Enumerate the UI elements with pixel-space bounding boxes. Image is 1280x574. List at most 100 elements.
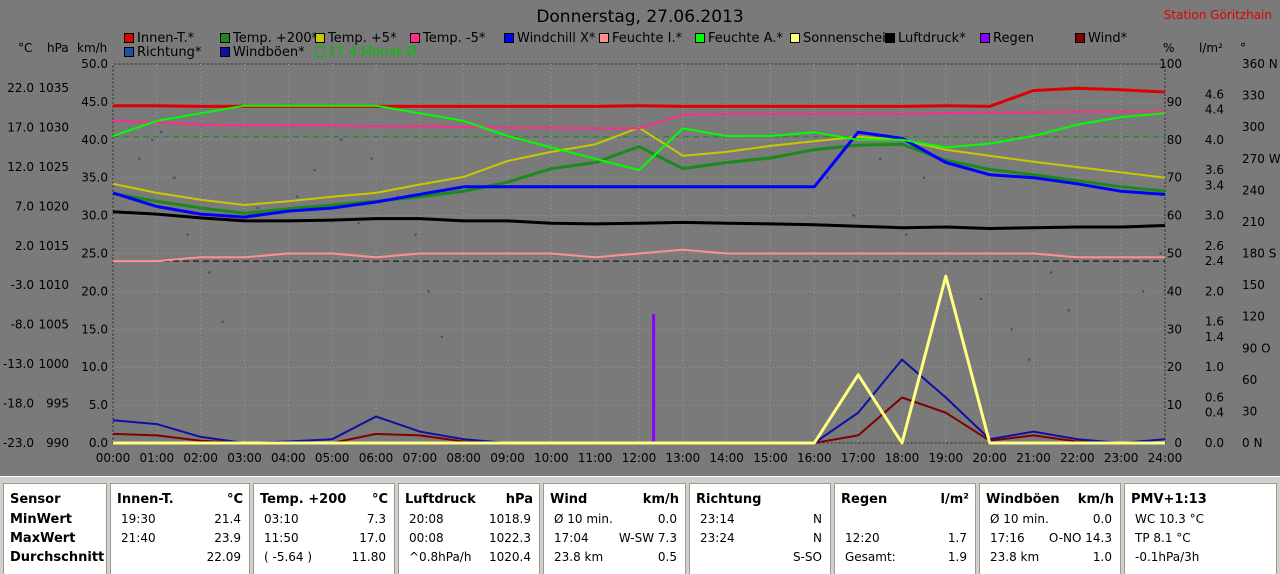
panel-unit: km/h	[642, 492, 679, 507]
legend-swatch	[315, 33, 325, 43]
legend-swatch	[599, 33, 609, 43]
tick-direction: 210	[1242, 215, 1265, 229]
cell-time: 20:08	[409, 512, 444, 526]
direction-point	[1067, 309, 1070, 312]
legend-swatch	[220, 33, 230, 43]
row-label: MinWert	[10, 512, 72, 527]
tick-direction: 30	[1242, 404, 1257, 418]
panel-head: Luftdruck	[405, 492, 476, 507]
legend-item: Windchill X*	[504, 31, 595, 46]
tick-rain: 2.4	[1205, 254, 1224, 268]
legend-label: Richtung*	[137, 45, 202, 60]
tick-percent: 70	[1167, 171, 1182, 185]
tick-x: 01:00	[140, 451, 175, 465]
direction-point	[1141, 290, 1145, 293]
legend-label: Feuchte A.*	[708, 31, 783, 46]
tick-rain: 1.4	[1205, 330, 1224, 344]
tick-x: 06:00	[359, 451, 394, 465]
legend-label: Regen	[993, 31, 1034, 46]
legend-label: Wind*	[1088, 31, 1128, 46]
series-line	[113, 274, 1165, 445]
tick-direction: 180 S	[1242, 247, 1276, 261]
direction-point	[173, 176, 176, 179]
tick-x: 15:00	[753, 451, 788, 465]
legend-swatch	[1075, 33, 1085, 43]
tick-pressure: 990	[46, 436, 69, 450]
tick-temp: -13.0	[3, 357, 34, 371]
legend-item: Innen-T.*	[124, 31, 194, 46]
tick-x: 16:00	[797, 451, 832, 465]
direction-point	[826, 176, 829, 179]
cell-value: 1.7	[947, 531, 967, 545]
tick-direction: 0 N	[1242, 436, 1262, 450]
tick-x: 00:00	[96, 451, 131, 465]
rain-bar	[652, 314, 656, 443]
series-line	[112, 130, 1166, 219]
direction-point	[1027, 358, 1031, 361]
tick-x: 07:00	[403, 451, 438, 465]
panel-unit: hPa	[505, 492, 533, 507]
tick-x: 12:00	[622, 451, 657, 465]
panel-head: Innen-T.	[117, 492, 174, 507]
chart-title: Donnerstag, 27.06.2013	[536, 7, 744, 27]
tick-rain: 4.6	[1205, 87, 1224, 101]
cell-time: 23:14	[700, 512, 735, 526]
tick-pressure: 1010	[38, 278, 69, 292]
direction-point	[979, 297, 983, 301]
tick-x: 03:00	[227, 451, 262, 465]
tick-temp: 7.0	[15, 199, 34, 213]
tick-pressure: 1015	[38, 239, 69, 253]
unit-temp: °C	[18, 41, 33, 55]
cell-time: 23.8 km	[554, 550, 604, 564]
stats-table: Sensor MinWert MaxWert Durchschnitt Innen-T.…	[0, 476, 1280, 574]
tick-rain: 0.0	[1205, 436, 1224, 450]
direction-point	[208, 271, 211, 274]
tick-direction: 300	[1242, 120, 1265, 134]
tick-temp: -3.0	[11, 278, 34, 292]
tick-direction: 360 N	[1242, 57, 1278, 71]
cell-value: 1020.4	[489, 550, 531, 564]
legend-swatch	[124, 33, 134, 43]
tick-temp: 22.0	[7, 81, 34, 95]
legend-label: Temp. +5*	[328, 31, 397, 46]
panel-head: Wind	[550, 492, 588, 507]
legend-item: Temp. +200*	[220, 31, 318, 46]
cell-time: TP 8.1 °C	[1135, 531, 1191, 545]
cell-value: W-SW 7.3	[618, 531, 677, 545]
series-line	[112, 210, 1166, 230]
panel-unit: l/m²	[940, 492, 969, 507]
cell-value: 0.0	[1092, 512, 1112, 526]
panel-head: Windböen	[986, 492, 1060, 507]
tick-pressure: 1030	[38, 120, 69, 134]
tick-percent: 100	[1159, 57, 1182, 71]
panel-unit: °C	[226, 492, 243, 507]
direction-point	[414, 233, 417, 236]
tick-x: 05:00	[315, 451, 350, 465]
legend-item: Wind*	[1075, 31, 1127, 46]
unit-pressure: hPa	[47, 41, 69, 55]
cell-time: WC 10.3 °C	[1135, 512, 1204, 526]
panel-head: Temp. +200	[260, 492, 347, 507]
tick-x: 22:00	[1060, 451, 1095, 465]
legend-item: Windböen*	[220, 45, 305, 60]
tick-x: 11:00	[578, 451, 613, 465]
row-label: MaxWert	[10, 531, 76, 546]
stats-panel-richtung: Richtung 23:14 N 23:24 N S-SO	[689, 483, 831, 574]
unit-percent: %	[1163, 41, 1175, 55]
cell-value: N	[813, 531, 822, 545]
legend-label: Sonnenschein	[803, 31, 894, 46]
tick-direction: 60	[1242, 373, 1257, 387]
tick-percent: 80	[1167, 133, 1182, 147]
legend-label: Temp. +200*	[233, 31, 319, 46]
legend-swatch	[980, 33, 990, 43]
tick-percent: 90	[1167, 95, 1182, 109]
cell-value: 22.09	[206, 550, 241, 564]
legend-swatch	[695, 33, 705, 43]
stats-panel-sensor: Sensor MinWert MaxWert Durchschnitt	[3, 483, 107, 574]
legend-swatch	[790, 33, 800, 43]
cell-value: S-SO	[792, 550, 822, 564]
direction-point	[186, 233, 189, 236]
cell-value: 0.5	[657, 550, 677, 564]
cell-time: Ø 10 min.	[554, 512, 613, 526]
tick-x: 17:00	[841, 451, 876, 465]
